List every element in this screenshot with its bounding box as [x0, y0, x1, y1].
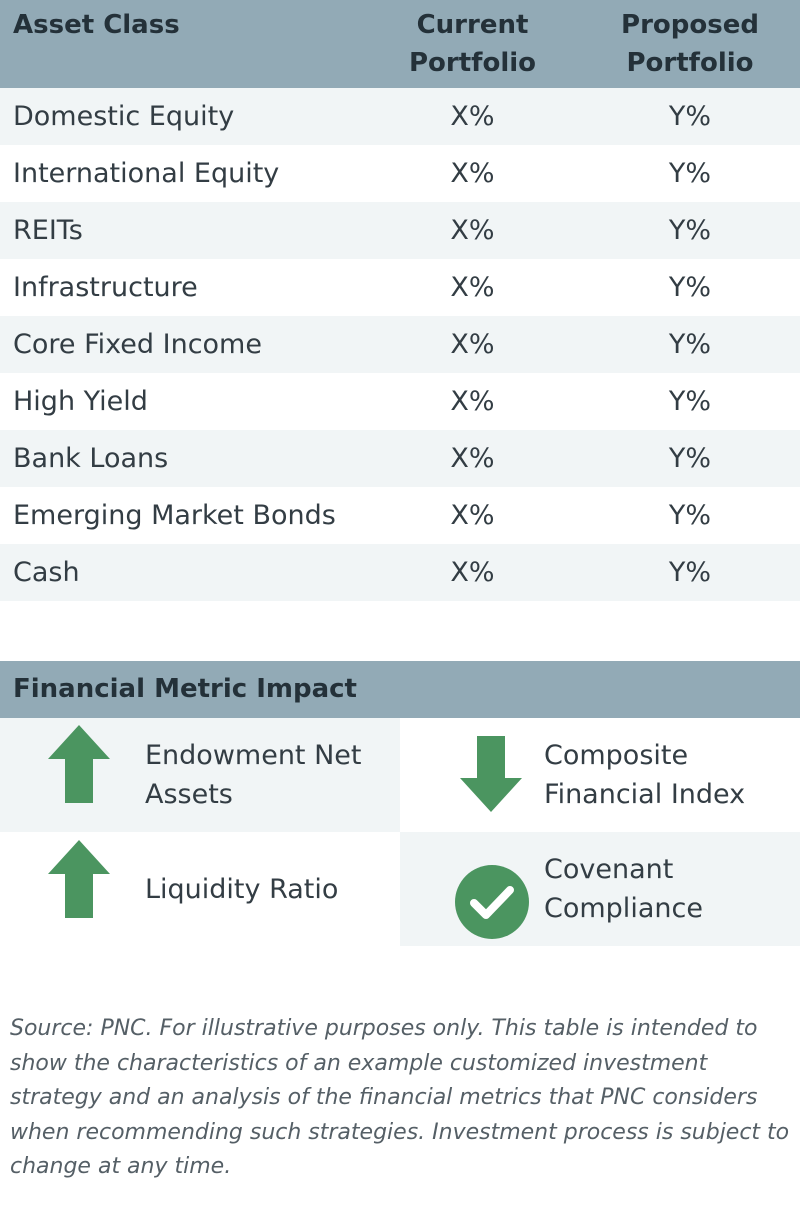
metric-label: Covenant Compliance — [544, 854, 703, 924]
current-value-cell: X% — [450, 101, 495, 132]
table-row: Bank Loans X% Y% — [0, 430, 800, 487]
table-row: Emerging Market Bonds X% Y% — [0, 487, 800, 544]
proposed-value-cell: Y% — [668, 500, 712, 531]
impact-grid: Endowment Net Assets Composite Financial… — [0, 718, 800, 946]
asset-class-cell: REITs — [13, 215, 83, 246]
current-value-cell: X% — [450, 329, 495, 360]
asset-class-cell: Infrastructure — [13, 272, 198, 303]
table-row: Domestic Equity X% Y% — [0, 88, 800, 145]
asset-class-cell: Bank Loans — [13, 443, 169, 474]
proposed-value-cell: Y% — [668, 329, 712, 360]
header-proposed-portfolio: Proposed Portfolio — [621, 10, 759, 78]
table-row: REITs X% Y% — [0, 202, 800, 259]
proposed-value-cell: Y% — [668, 215, 712, 246]
current-value-cell: X% — [450, 386, 495, 417]
arrow-down-icon — [460, 736, 522, 812]
arrow-up-icon — [48, 725, 110, 803]
proposed-value-cell: Y% — [668, 443, 712, 474]
proposed-value-cell: Y% — [668, 386, 712, 417]
header-asset-class: Asset Class — [13, 10, 180, 40]
metric-composite-financial-index: Composite Financial Index — [400, 718, 800, 832]
table-row: High Yield X% Y% — [0, 373, 800, 430]
source-footnote: Source: PNC. For illustrative purposes o… — [10, 1016, 790, 1179]
proposed-value-cell: Y% — [668, 158, 712, 189]
allocation-table: Asset Class Current Portfolio Proposed P… — [0, 0, 800, 601]
metric-label: Liquidity Ratio — [145, 873, 339, 905]
current-value-cell: X% — [450, 272, 495, 303]
arrow-up-icon — [48, 840, 110, 918]
current-value-cell: X% — [450, 557, 495, 588]
impact-title: Financial Metric Impact — [0, 661, 800, 718]
current-value-cell: X% — [450, 443, 495, 474]
table-row: Core Fixed Income X% Y% — [0, 316, 800, 373]
metric-endowment-net-assets: Endowment Net Assets — [0, 718, 400, 832]
table-row: Cash X% Y% — [0, 544, 800, 601]
asset-class-cell: Cash — [13, 557, 80, 588]
metric-covenant-compliance: Covenant Compliance — [400, 832, 800, 946]
asset-class-cell: Domestic Equity — [13, 101, 235, 132]
financial-metric-impact: Financial Metric Impact Endowment Net As… — [0, 661, 800, 946]
header-current-portfolio: Current Portfolio — [408, 10, 537, 78]
metric-liquidity-ratio: Liquidity Ratio — [0, 832, 400, 946]
current-value-cell: X% — [450, 158, 495, 189]
proposed-value-cell: Y% — [668, 101, 712, 132]
asset-class-cell: International Equity — [13, 158, 280, 189]
proposed-value-cell: Y% — [668, 272, 712, 303]
table-row: International Equity X% Y% — [0, 145, 800, 202]
table-row: Infrastructure X% Y% — [0, 259, 800, 316]
asset-class-cell: High Yield — [13, 386, 148, 417]
current-value-cell: X% — [450, 500, 495, 531]
metric-label: Endowment Net Assets — [145, 740, 362, 810]
metric-label: Composite Financial Index — [544, 740, 746, 810]
asset-class-cell: Emerging Market Bonds — [13, 500, 336, 531]
checkmark-circle-icon — [455, 865, 529, 939]
table-body: Domestic Equity X% Y% International Equi… — [0, 88, 800, 601]
table-header: Asset Class Current Portfolio Proposed P… — [0, 0, 800, 88]
current-value-cell: X% — [450, 215, 495, 246]
asset-class-cell: Core Fixed Income — [13, 329, 262, 360]
proposed-value-cell: Y% — [668, 557, 712, 588]
